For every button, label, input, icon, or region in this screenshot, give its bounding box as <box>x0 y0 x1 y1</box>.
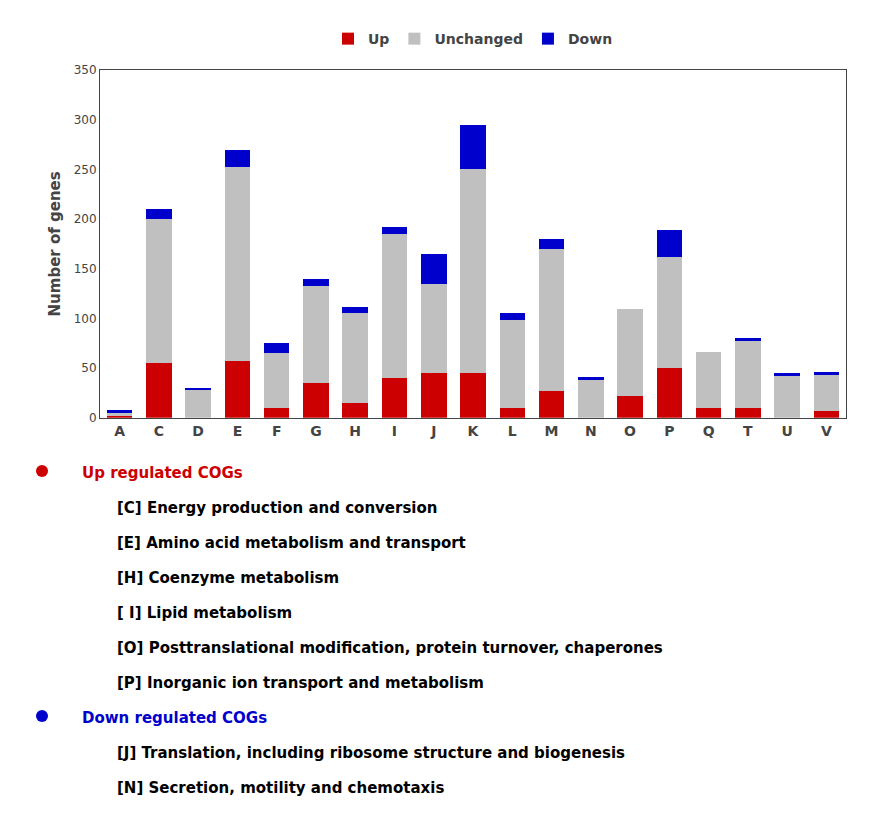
svg-text:[N] Secretion, motility and ch: [N] Secretion, motility and chemotaxis <box>117 779 444 797</box>
svg-text:[O] Posttranslational modifica: [O] Posttranslational modification, prot… <box>117 639 663 657</box>
svg-text:D: D <box>192 423 204 439</box>
svg-text:A: A <box>114 423 125 439</box>
svg-text:Up: Up <box>368 31 389 47</box>
svg-text:H: H <box>349 423 361 439</box>
svg-text:F: F <box>272 423 282 439</box>
svg-text:P: P <box>664 423 674 439</box>
svg-text:V: V <box>821 423 832 439</box>
svg-text:T: T <box>743 423 753 439</box>
svg-text:Down regulated COGs: Down regulated COGs <box>82 709 267 727</box>
svg-text:N: N <box>585 423 597 439</box>
svg-text:350: 350 <box>74 63 97 77</box>
svg-text:Down: Down <box>568 31 612 47</box>
svg-text:250: 250 <box>74 163 97 177</box>
svg-text:[P] Inorganic ion transport an: [P] Inorganic ion transport and metaboli… <box>117 674 484 692</box>
svg-text:E: E <box>233 423 243 439</box>
svg-text:200: 200 <box>74 212 97 226</box>
svg-text:50: 50 <box>81 361 96 375</box>
svg-text:I: I <box>392 423 397 439</box>
svg-text:Number of genes: Number of genes <box>46 171 64 316</box>
svg-text:M: M <box>545 423 559 439</box>
svg-text:Unchanged: Unchanged <box>434 31 523 47</box>
svg-text:L: L <box>508 423 517 439</box>
svg-text:J: J <box>430 423 436 439</box>
svg-text:[E] Amino acid metabolism and: [E] Amino acid metabolism and transport <box>117 534 466 552</box>
svg-text:U: U <box>781 423 792 439</box>
svg-text:[ I] Lipid metabolism: [ I] Lipid metabolism <box>117 604 292 622</box>
svg-text:[C] Energy production and conv: [C] Energy production and conversion <box>117 499 437 517</box>
svg-text:C: C <box>154 423 164 439</box>
svg-text:Q: Q <box>703 423 715 439</box>
svg-text:G: G <box>310 423 322 439</box>
svg-text:100: 100 <box>74 312 97 326</box>
svg-text:0: 0 <box>89 411 97 425</box>
svg-text:[H] Coenzyme metabolism: [H] Coenzyme metabolism <box>117 569 339 587</box>
svg-text:300: 300 <box>74 113 97 127</box>
svg-text:Up regulated COGs: Up regulated COGs <box>82 464 243 482</box>
svg-text:K: K <box>468 423 480 439</box>
svg-text:150: 150 <box>74 262 97 276</box>
svg-text:O: O <box>624 423 636 439</box>
svg-text:[J] Translation, including rib: [J] Translation, including ribosome stru… <box>117 744 625 762</box>
